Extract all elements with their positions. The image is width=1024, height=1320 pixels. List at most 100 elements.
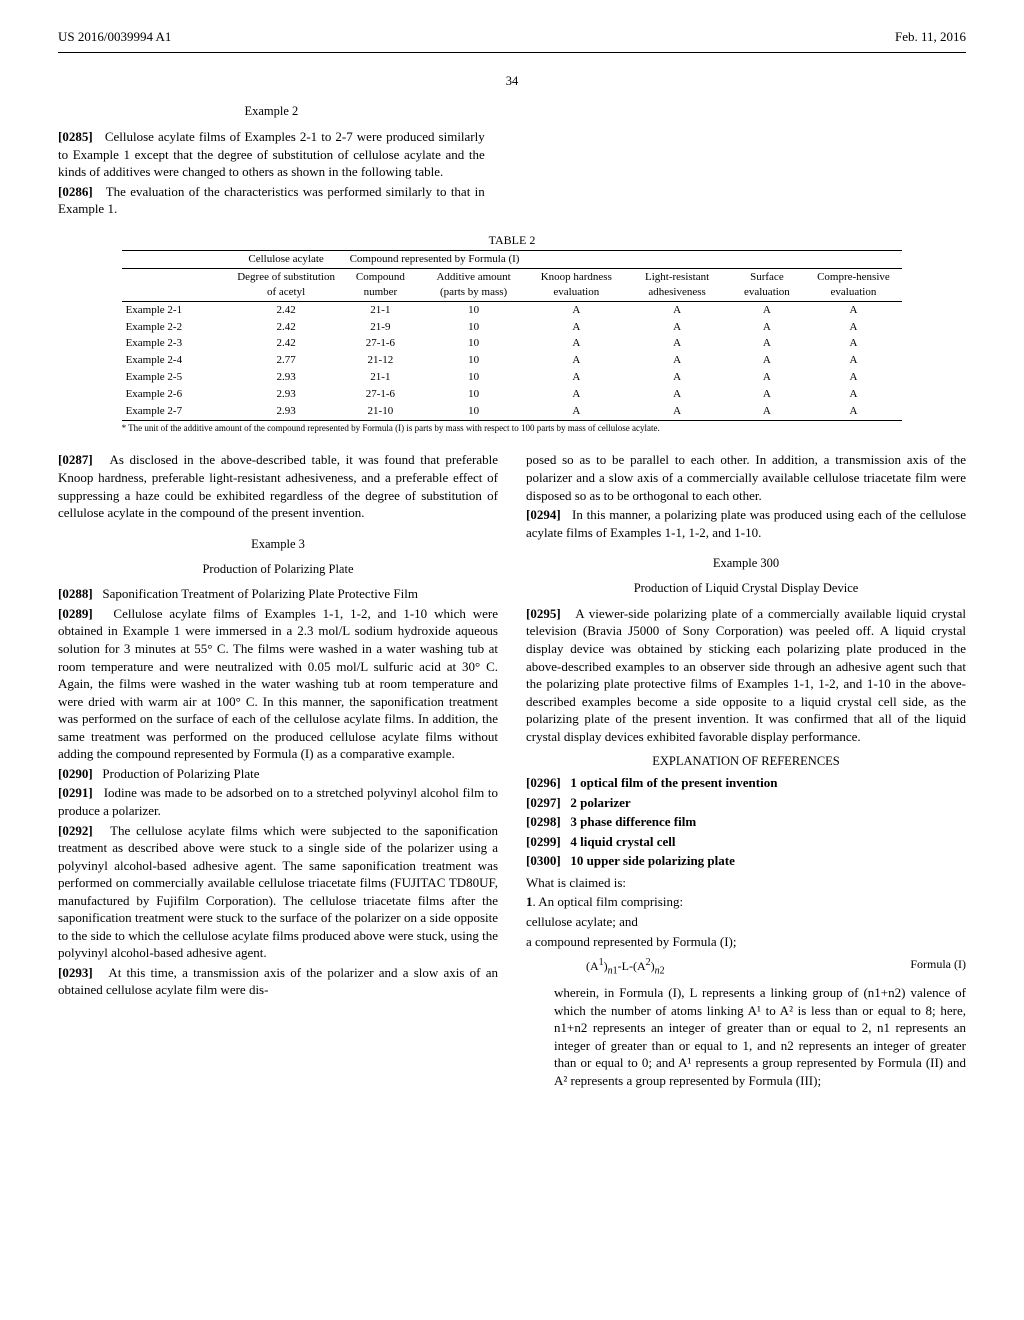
para-0288: [0288] Saponification Treatment of Polar… [58, 585, 498, 603]
table-cell: A [729, 403, 804, 420]
table-cell: 2.93 [231, 403, 341, 420]
para-num: [0289] [58, 606, 93, 621]
page: US 2016/0039994 A1 Feb. 11, 2016 34 Exam… [0, 0, 1024, 1131]
para-text: The cellulose acylate films which were s… [58, 823, 498, 961]
table-cell: Example 2-3 [122, 335, 231, 352]
table-header-row1: Cellulose acylate Compound represented b… [122, 251, 903, 269]
para-0294: [0294] In this manner, a polarizing plat… [526, 506, 966, 541]
table-row: Example 2-72.9321-1010AAAA [122, 403, 903, 420]
col7: Compre-hensive evaluation [804, 269, 902, 302]
para-num: [0286] [58, 184, 93, 199]
claims-intro: What is claimed is: [526, 874, 966, 892]
table-cell: A [804, 386, 902, 403]
para-0295: [0295] A viewer-side polarizing plate of… [526, 605, 966, 745]
para-0285: [0285] Cellulose acylate films of Exampl… [58, 128, 485, 181]
table-cell: 21-12 [341, 352, 419, 369]
table-cell: A [729, 352, 804, 369]
para-0290: [0290] Production of Polarizing Plate [58, 765, 498, 783]
col-group-cellulose: Cellulose acylate [231, 251, 341, 269]
table2-footnote: * The unit of the additive amount of the… [122, 423, 903, 434]
table-cell: A [528, 403, 625, 420]
table2: Cellulose acylate Compound represented b… [122, 250, 903, 420]
table-row: Example 2-62.9327-1-610AAAA [122, 386, 903, 403]
table-cell: A [528, 319, 625, 336]
table-cell: A [528, 386, 625, 403]
table-row: Example 2-52.9321-110AAAA [122, 369, 903, 386]
table-cell: A [804, 352, 902, 369]
two-column-body: [0287] As disclosed in the above-describ… [58, 451, 966, 1091]
ref-0299: [0299] 4 liquid crystal cell [526, 833, 966, 851]
table-cell: 2.93 [231, 369, 341, 386]
para-0292: [0292] The cellulose acylate films which… [58, 822, 498, 962]
para-0286: [0286] The evaluation of the characteris… [58, 183, 485, 218]
claim-1-wherein: wherein, in Formula (I), L represents a … [554, 984, 966, 1089]
left-column: [0287] As disclosed in the above-describ… [58, 451, 498, 1091]
table-row: Example 2-32.4227-1-610AAAA [122, 335, 903, 352]
table-cell: A [625, 335, 730, 352]
table-cell: A [625, 403, 730, 420]
table-cell: A [528, 369, 625, 386]
table-header-row2: Degree of substitution of acetyl Compoun… [122, 269, 903, 302]
table-cell: 2.42 [231, 335, 341, 352]
para-text: Iodine was made to be adsorbed on to a s… [58, 785, 498, 818]
table-cell: 21-1 [341, 301, 419, 318]
example300-sub: Production of Liquid Crystal Display Dev… [526, 580, 966, 597]
ref-0298: [0298] 3 phase difference film [526, 813, 966, 831]
para-0289: [0289] Cellulose acylate films of Exampl… [58, 605, 498, 763]
claim-1-line1: 1. An optical film comprising: [526, 893, 966, 911]
para-num: [0287] [58, 452, 93, 467]
header: US 2016/0039994 A1 Feb. 11, 2016 [58, 28, 966, 46]
para-text: In this manner, a polarizing plate was p… [526, 507, 966, 540]
table-cell: 10 [419, 352, 527, 369]
table-cell: A [625, 301, 730, 318]
table-cell: A [625, 386, 730, 403]
para-num: [0285] [58, 129, 93, 144]
page-number: 34 [58, 73, 966, 90]
table-cell: 27-1-6 [341, 335, 419, 352]
table-row: Example 2-22.4221-910AAAA [122, 319, 903, 336]
col3: Additive amount (parts by mass) [419, 269, 527, 302]
table-cell: Example 2-2 [122, 319, 231, 336]
pub-date: Feb. 11, 2016 [895, 28, 966, 46]
pub-number: US 2016/0039994 A1 [58, 28, 171, 46]
table-cell: 10 [419, 335, 527, 352]
table-cell: A [729, 301, 804, 318]
table-cell: A [729, 335, 804, 352]
table-cell: A [528, 335, 625, 352]
para-num: [0294] [526, 507, 561, 522]
formula-label: Formula (I) [910, 956, 966, 972]
col2: Compound number [341, 269, 419, 302]
col4: Knoop hardness evaluation [528, 269, 625, 302]
para-text: A viewer-side polarizing plate of a comm… [526, 606, 966, 744]
table-cell: 10 [419, 369, 527, 386]
table-cell: A [804, 403, 902, 420]
table-cell: A [804, 319, 902, 336]
para-num: [0290] [58, 766, 93, 781]
example300-title: Example 300 [526, 555, 966, 572]
table-cell: A [625, 319, 730, 336]
table-cell: 27-1-6 [341, 386, 419, 403]
formula-I: (A1)n1-L-(A2)n2 Formula (I) [586, 956, 966, 978]
table-cell: Example 2-6 [122, 386, 231, 403]
table-cell: A [729, 319, 804, 336]
table-row: Example 2-12.4221-110AAAA [122, 301, 903, 318]
table2-caption: TABLE 2 [122, 232, 903, 248]
para-text: As disclosed in the above-described tabl… [58, 452, 498, 520]
ref-0300: [0300] 10 upper side polarizing plate [526, 852, 966, 870]
para-num: [0291] [58, 785, 93, 800]
ref-0296: [0296] 1 optical film of the present inv… [526, 774, 966, 792]
table-cell: Example 2-1 [122, 301, 231, 318]
table-cell: A [729, 369, 804, 386]
table-cell: A [804, 301, 902, 318]
header-rule [58, 52, 966, 53]
table-cell: A [625, 369, 730, 386]
para-0293: [0293] At this time, a transmission axis… [58, 964, 498, 999]
para-0293-cont: posed so as to be parallel to each other… [526, 451, 966, 504]
para-0291: [0291] Iodine was made to be adsorbed on… [58, 784, 498, 819]
table-cell: A [729, 386, 804, 403]
table-cell: Example 2-7 [122, 403, 231, 420]
table-cell: 10 [419, 319, 527, 336]
table-cell: Example 2-4 [122, 352, 231, 369]
table-cell: 21-1 [341, 369, 419, 386]
table2-wrap: TABLE 2 Cellulose acylate Compound repre… [122, 232, 903, 433]
